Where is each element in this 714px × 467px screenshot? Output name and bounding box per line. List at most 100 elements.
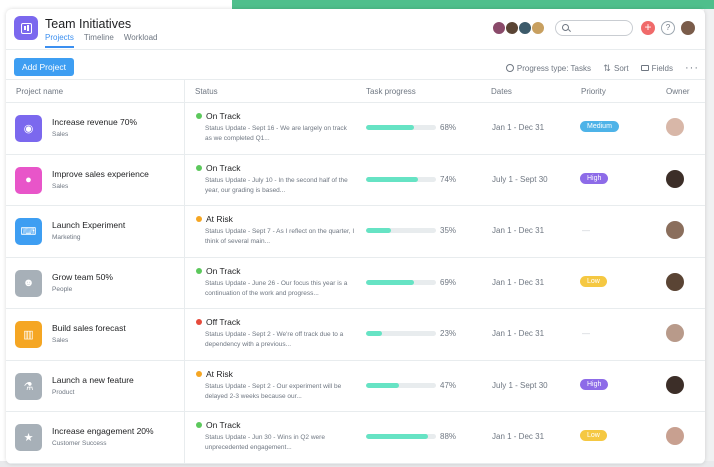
status-label[interactable]: At Risk <box>206 368 233 379</box>
status-label[interactable]: On Track <box>206 420 241 430</box>
priority-badge[interactable]: High <box>580 172 609 184</box>
background-header-strip <box>232 0 714 9</box>
project-team: Sales <box>52 131 69 138</box>
priority-badge[interactable]: Low <box>580 430 607 441</box>
table-row[interactable]: ▥ Build sales forecast Sales Off Track S… <box>6 309 705 361</box>
progress-bar <box>366 125 436 130</box>
member-avatar[interactable] <box>492 21 506 35</box>
priority-empty[interactable]: — <box>582 226 590 235</box>
column-header-task-progress[interactable]: Task progress <box>366 87 416 96</box>
priority-badge[interactable]: Medium <box>580 121 619 132</box>
owner-avatar[interactable] <box>666 427 684 445</box>
project-team: Sales <box>52 182 69 190</box>
owner-avatar[interactable] <box>666 272 684 291</box>
project-team: People <box>52 285 73 293</box>
owner-avatar[interactable] <box>666 375 684 394</box>
sort-button[interactable]: ⇅ Sort <box>603 63 629 73</box>
owner-avatar[interactable] <box>666 221 684 239</box>
search-input[interactable] <box>555 20 633 36</box>
project-name[interactable]: Increase engagement 20% <box>52 426 154 436</box>
quick-add-button[interactable]: + <box>641 21 655 35</box>
project-dates[interactable]: July 1 - Sept 30 <box>492 174 548 184</box>
fields-button[interactable]: Fields <box>640 64 673 73</box>
tab-timeline[interactable]: Timeline <box>83 33 114 42</box>
status-label[interactable]: Off Track <box>206 317 241 327</box>
project-name[interactable]: Grow team 50% <box>52 271 113 282</box>
progress-percent: 88% <box>440 432 457 441</box>
project-dates[interactable]: Jan 1 - Dec 31 <box>492 123 545 132</box>
progress-bar <box>366 382 436 388</box>
table-row[interactable]: ⚗ Launch a new feature Product At Risk S… <box>6 360 705 412</box>
more-options-button[interactable]: ··· <box>685 62 699 74</box>
status-label[interactable]: At Risk <box>206 214 233 224</box>
owner-avatar[interactable] <box>666 324 684 342</box>
project-name[interactable]: Build sales forecast <box>52 323 126 333</box>
column-header-status[interactable]: Status <box>195 87 218 96</box>
progress-type-button[interactable]: Progress type: Tasks <box>505 64 591 73</box>
table-row[interactable]: ● Improve sales experience Sales On Trac… <box>6 154 705 206</box>
status-label[interactable]: On Track <box>206 162 241 173</box>
add-project-button[interactable]: Add Project <box>14 58 74 76</box>
status-update-text[interactable]: Status Update - Jun 30 - Wins in Q2 were… <box>205 434 325 451</box>
star-icon: ★ <box>15 424 42 451</box>
chat-bubbles-icon: ● <box>15 166 42 194</box>
help-button[interactable]: ? <box>661 21 675 35</box>
table-row[interactable]: ⌨ Launch Experiment Marketing At Risk St… <box>6 206 705 258</box>
project-name[interactable]: Launch a new feature <box>52 374 134 385</box>
status-update-text[interactable]: Status Update - Sept 7 - As I reflect on… <box>205 228 355 245</box>
user-avatar[interactable] <box>681 21 695 35</box>
column-header-owner[interactable]: Owner <box>666 87 690 96</box>
status-update-text[interactable]: Status Update - Sept 2 - We're off track… <box>205 331 344 348</box>
project-dates[interactable]: Jan 1 - Dec 31 <box>492 277 545 287</box>
progress-bar-fill <box>366 382 399 388</box>
tab-workload[interactable]: Workload <box>123 33 158 42</box>
status-label[interactable]: On Track <box>206 111 241 121</box>
member-avatar[interactable] <box>505 21 519 35</box>
column-header-priority[interactable]: Priority <box>581 87 606 96</box>
background-bottom-strip <box>0 461 714 467</box>
owner-avatar[interactable] <box>666 118 684 136</box>
project-team: Customer Success <box>52 440 107 447</box>
project-name[interactable]: Increase revenue 70% <box>52 117 138 127</box>
progress-percent: 35% <box>440 226 457 235</box>
progress-bar-fill <box>366 279 415 285</box>
project-team: Product <box>52 388 75 396</box>
project-dates[interactable]: Jan 1 - Dec 31 <box>492 432 545 441</box>
status-dot <box>196 319 202 325</box>
project-dates[interactable]: Jan 1 - Dec 31 <box>492 226 545 235</box>
status-update-text[interactable]: Status Update - June 26 - Our focus this… <box>205 279 348 297</box>
table-row[interactable]: ★ Increase engagement 20% Customer Succe… <box>6 412 705 464</box>
project-dates[interactable]: July 1 - Sept 30 <box>492 380 548 390</box>
column-header-dates[interactable]: Dates <box>491 87 512 96</box>
member-avatar[interactable] <box>531 21 545 35</box>
progress-bar-fill <box>366 434 428 439</box>
owner-avatar[interactable] <box>666 169 684 188</box>
status-label[interactable]: On Track <box>206 265 241 276</box>
status-update-text[interactable]: Status Update - Sept 16 - We are largely… <box>205 125 347 142</box>
priority-badge[interactable]: Low <box>580 275 607 287</box>
priority-badge[interactable]: High <box>580 378 609 390</box>
table-row[interactable]: ◉ Increase revenue 70% Sales On Track St… <box>6 103 705 155</box>
table-header: Project name Status Task progress Dates … <box>6 80 705 103</box>
project-name[interactable]: Improve sales experience <box>52 168 149 179</box>
view-tabs: Projects Timeline Workload <box>45 33 168 48</box>
background-side-panel <box>704 9 714 467</box>
page-title: Team Initiatives <box>45 17 132 31</box>
member-avatars[interactable] <box>492 21 545 35</box>
member-avatar[interactable] <box>518 21 532 35</box>
status-update-text[interactable]: Status Update - Sept 2 - Our experiment … <box>205 382 342 400</box>
tab-projects[interactable]: Projects <box>45 33 74 48</box>
status-update-text[interactable]: Status Update - July 10 - In the second … <box>205 176 348 194</box>
progress-percent: 23% <box>440 329 457 338</box>
project-name[interactable]: Launch Experiment <box>52 220 126 230</box>
search-icon <box>562 24 569 31</box>
status-dot <box>196 422 202 428</box>
sort-label: Sort <box>613 63 629 73</box>
column-header-project-name[interactable]: Project name <box>16 87 64 96</box>
project-dates[interactable]: Jan 1 - Dec 31 <box>492 329 545 338</box>
status-dot <box>196 216 202 222</box>
portfolio-header: Team Initiatives Projects Timeline Workl… <box>6 9 705 50</box>
column-divider <box>184 206 185 257</box>
table-row[interactable]: ☻ Grow team 50% People On Track Status U… <box>6 257 705 309</box>
priority-empty[interactable]: — <box>582 329 590 338</box>
